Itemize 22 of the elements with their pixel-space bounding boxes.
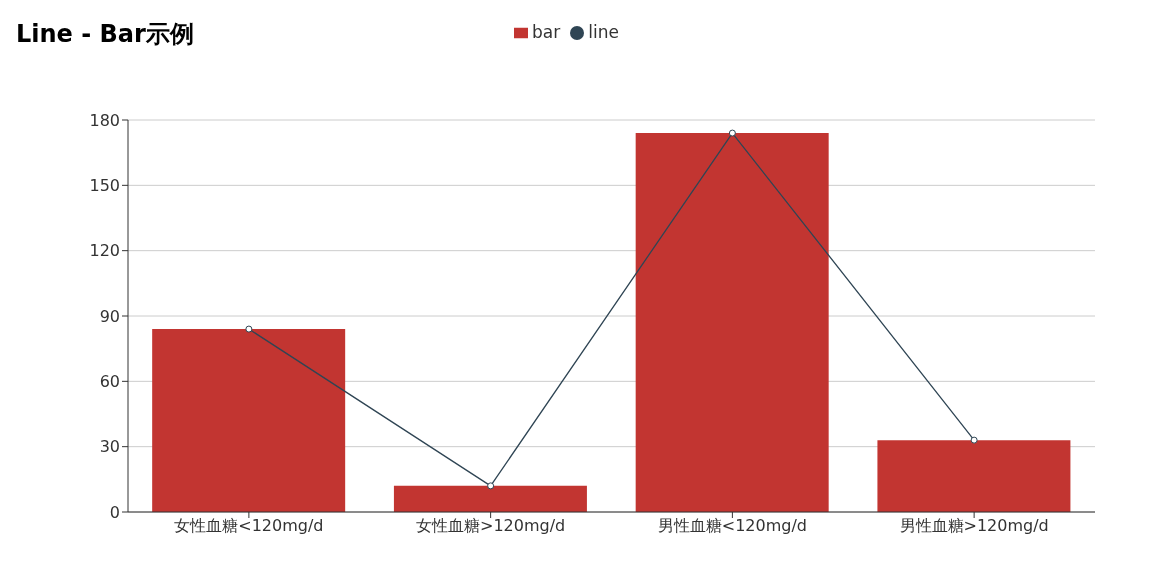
y-tick-label: 90 — [99, 306, 120, 326]
bar — [393, 485, 587, 512]
point — [970, 436, 978, 444]
y-tick-label: 120 — [89, 241, 120, 261]
point — [245, 325, 253, 333]
y-tick-label: 60 — [99, 372, 120, 392]
point — [487, 482, 495, 490]
y-tick-label: 0 — [109, 502, 120, 522]
point — [728, 129, 736, 137]
bar — [635, 133, 829, 512]
y-tick-label: 150 — [89, 176, 120, 196]
bar — [152, 329, 346, 512]
y-tick-label: 30 — [99, 437, 120, 457]
x-tick-label: 女性血糖<120mg/d — [174, 516, 324, 536]
x-tick-label: 男性血糖<120mg/d — [657, 516, 807, 536]
chart-title: Line - Bar示例 — [16, 19, 194, 50]
y-tick-label: 180 — [89, 110, 120, 130]
x-tick-label: 男性血糖>120mg/d — [899, 516, 1049, 536]
bar — [877, 440, 1071, 512]
legend-label: line — [588, 22, 619, 42]
legend-label: bar — [532, 22, 561, 42]
x-tick-label: 女性血糖>120mg/d — [416, 516, 566, 536]
